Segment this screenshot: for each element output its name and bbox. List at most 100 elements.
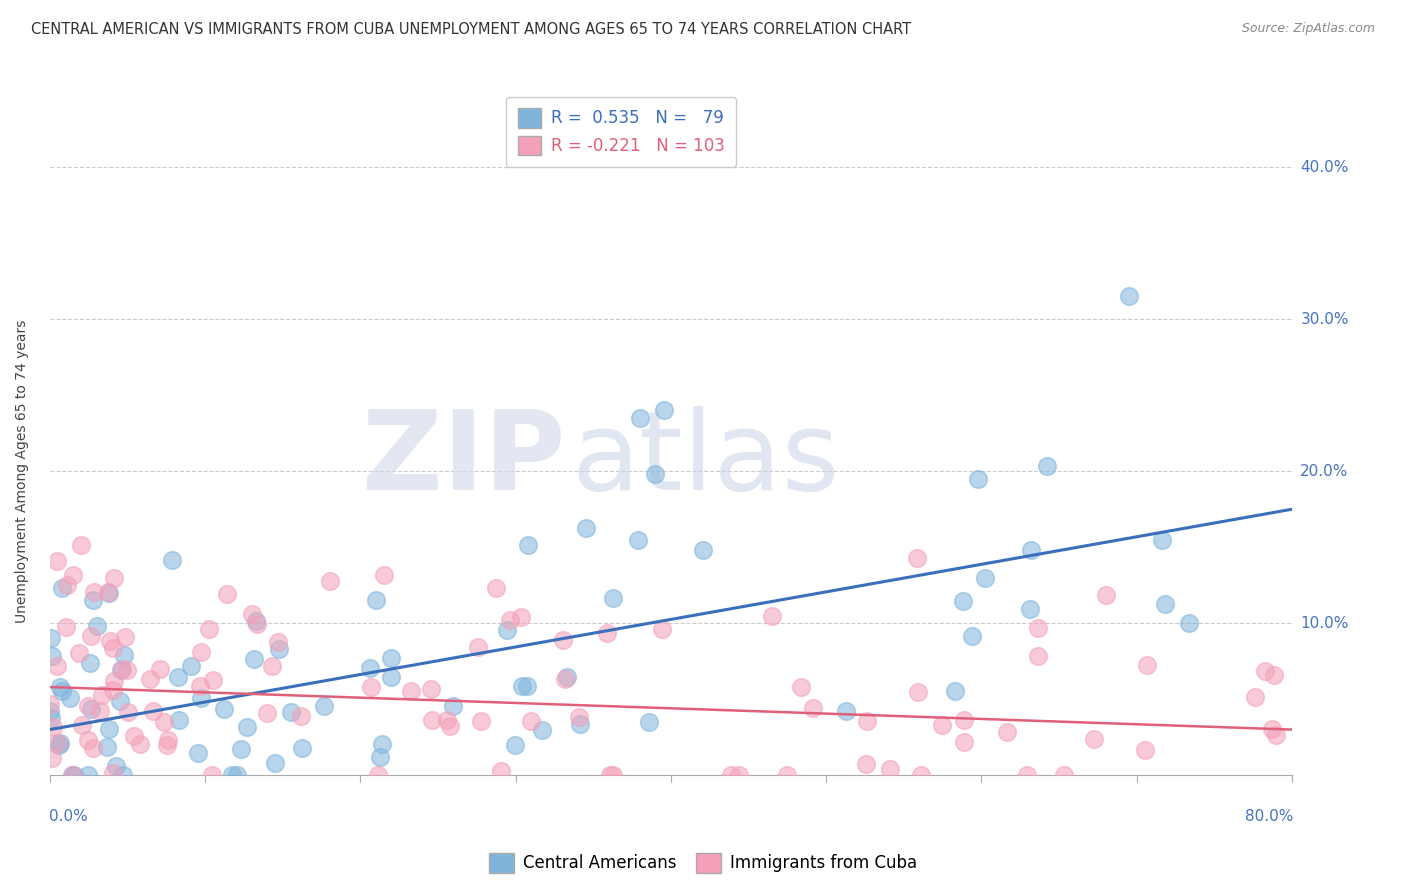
Point [82, 740, 104, 755]
Point [256, 706, 278, 720]
Point [373, 568, 395, 582]
Y-axis label: Unemployment Among Ages 65 to 74 years: Unemployment Among Ages 65 to 74 years [15, 319, 30, 623]
Point [943, 684, 966, 698]
Text: 10.0%: 10.0% [1301, 615, 1348, 631]
Point [153, 714, 176, 729]
Point [499, 613, 522, 627]
Point [157, 732, 180, 747]
Point [98, 722, 121, 736]
Legend: Central Americans, Immigrants from Cuba: Central Americans, Immigrants from Cuba [482, 847, 924, 880]
Point [907, 684, 929, 698]
Point [60, 768, 83, 782]
Point [1026, 648, 1049, 663]
Point [76, 768, 98, 782]
Point [49, 736, 72, 750]
Point [905, 551, 928, 566]
Point [516, 680, 538, 694]
Point [360, 680, 382, 694]
Point [510, 679, 533, 693]
Point [39, 697, 62, 711]
Point [97, 585, 120, 599]
Point [856, 714, 879, 728]
Point [1118, 289, 1140, 303]
Point [42, 721, 65, 735]
Point [720, 768, 742, 782]
Point [221, 768, 243, 782]
Point [240, 607, 263, 622]
Point [644, 467, 666, 482]
Point [267, 635, 290, 649]
Point [517, 538, 540, 552]
Point [269, 641, 291, 656]
Point [190, 645, 212, 659]
Point [319, 574, 342, 589]
Point [496, 623, 519, 637]
Point [574, 521, 596, 535]
Point [953, 735, 976, 749]
Point [1261, 722, 1284, 736]
Point [156, 738, 179, 752]
Point [931, 718, 953, 732]
Point [595, 625, 617, 640]
Point [503, 738, 526, 752]
Point [142, 704, 165, 718]
Point [879, 762, 901, 776]
Point [491, 764, 513, 779]
Legend: R =  0.535   N =   79, R = -0.221   N = 103: R = 0.535 N = 79, R = -0.221 N = 103 [506, 96, 737, 167]
Point [117, 705, 139, 719]
Point [439, 719, 461, 733]
Point [367, 768, 389, 782]
Point [214, 702, 236, 716]
Point [162, 552, 184, 566]
Point [139, 672, 162, 686]
Point [638, 714, 661, 729]
Point [995, 725, 1018, 739]
Point [520, 714, 543, 729]
Point [531, 723, 554, 737]
Point [555, 670, 578, 684]
Point [553, 632, 575, 647]
Point [1154, 597, 1177, 611]
Point [198, 622, 221, 636]
Point [63, 768, 86, 782]
Point [568, 710, 591, 724]
Point [70, 718, 93, 732]
Point [602, 591, 624, 606]
Point [1018, 602, 1040, 616]
Point [370, 749, 392, 764]
Point [973, 572, 995, 586]
Text: atlas: atlas [571, 406, 839, 513]
Point [89, 704, 111, 718]
Point [62, 567, 84, 582]
Point [855, 756, 877, 771]
Point [1136, 658, 1159, 673]
Point [105, 759, 128, 773]
Point [82, 592, 104, 607]
Point [41, 711, 63, 725]
Point [291, 741, 314, 756]
Point [790, 680, 813, 694]
Point [960, 629, 983, 643]
Point [441, 698, 464, 713]
Point [202, 673, 225, 687]
Text: 0.0%: 0.0% [49, 808, 87, 823]
Text: 30.0%: 30.0% [1301, 312, 1348, 326]
Point [114, 630, 136, 644]
Text: CENTRAL AMERICAN VS IMMIGRANTS FROM CUBA UNEMPLOYMENT AMONG AGES 65 TO 74 YEARS : CENTRAL AMERICAN VS IMMIGRANTS FROM CUBA… [31, 22, 911, 37]
Point [101, 682, 124, 697]
Point [1053, 768, 1076, 782]
Point [651, 622, 673, 636]
Point [180, 659, 202, 673]
Text: 40.0%: 40.0% [1301, 160, 1348, 175]
Point [79, 629, 101, 643]
Point [1264, 728, 1286, 742]
Point [364, 593, 387, 607]
Point [628, 411, 651, 425]
Point [190, 691, 212, 706]
Point [167, 670, 190, 684]
Point [243, 652, 266, 666]
Point [41, 751, 63, 765]
Point [952, 594, 974, 608]
Point [98, 634, 121, 648]
Text: 20.0%: 20.0% [1301, 464, 1348, 479]
